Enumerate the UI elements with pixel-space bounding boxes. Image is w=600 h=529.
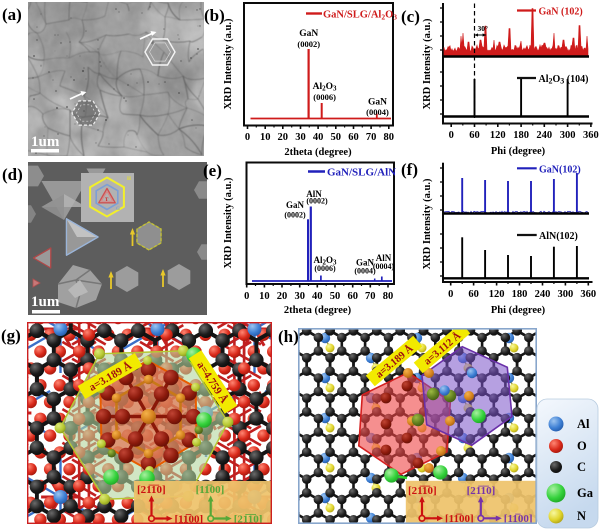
svg-text:Ga: Ga [577, 486, 594, 500]
svg-text:GaN/SLG/Al2O3: GaN/SLG/Al2O3 [323, 10, 397, 22]
svg-text:[11̅00]: [11̅00] [504, 513, 533, 524]
svg-text:XRD Intensity (a.u.): XRD Intensity (a.u.) [422, 178, 433, 270]
svg-text:GaN: GaN [286, 200, 305, 210]
svg-text:Al2O3 (104): Al2O3 (104) [539, 74, 589, 86]
svg-text:C: C [577, 460, 586, 474]
svg-text:180: 180 [512, 289, 528, 300]
svg-text:1um: 1um [31, 134, 60, 150]
svg-text:Al2O3: Al2O3 [313, 82, 337, 93]
svg-text:(0002): (0002) [306, 197, 328, 206]
svg-text:0: 0 [448, 289, 453, 300]
svg-text:0: 0 [244, 291, 249, 302]
svg-text:GaN: GaN [299, 29, 318, 39]
svg-text:[21̅1̅0]: [21̅1̅0] [137, 484, 166, 496]
svg-text:30: 30 [294, 291, 305, 302]
svg-text:(0002): (0002) [284, 211, 306, 220]
svg-text:20: 20 [278, 132, 289, 143]
svg-text:GaN: GaN [356, 258, 375, 268]
svg-text:50: 50 [331, 132, 342, 143]
svg-text:1um: 1um [31, 294, 60, 310]
svg-text:G: G [116, 207, 120, 212]
svg-text:Al: Al [577, 417, 590, 431]
svg-text:2theta (degree): 2theta (degree) [284, 305, 352, 316]
svg-text:Phi (degree): Phi (degree) [491, 305, 546, 316]
svg-text:60: 60 [348, 132, 359, 143]
svg-text:GaN (102): GaN (102) [539, 7, 583, 18]
svg-text:XRD Intensity (a.u.): XRD Intensity (a.u.) [223, 177, 234, 269]
svg-text:360: 360 [580, 289, 596, 300]
svg-text:GaN(102): GaN(102) [539, 164, 581, 175]
svg-text:[11̅00]: [11̅00] [196, 484, 225, 496]
svg-text:H: H [127, 177, 131, 182]
svg-text:120: 120 [489, 289, 505, 300]
svg-text:40: 40 [312, 291, 323, 302]
svg-text:300: 300 [558, 289, 574, 300]
svg-text:360: 360 [583, 130, 599, 141]
svg-text:0: 0 [449, 130, 454, 141]
svg-text:120: 120 [490, 130, 506, 141]
svg-text:N: N [577, 509, 586, 523]
svg-text:(0002): (0002) [297, 39, 320, 49]
svg-text:70: 70 [366, 132, 377, 143]
svg-text:Phi (degree): Phi (degree) [491, 146, 546, 157]
svg-text:30: 30 [295, 132, 306, 143]
svg-text:240: 240 [536, 130, 552, 141]
svg-text:AlN(102): AlN(102) [539, 231, 578, 242]
svg-text:O: O [577, 439, 587, 453]
svg-text:GaN/SLG/AlN: GaN/SLG/AlN [327, 167, 396, 179]
svg-text:AlN: AlN [306, 189, 322, 199]
svg-text:60: 60 [468, 289, 479, 300]
svg-text:80: 80 [383, 291, 394, 302]
svg-text:[11̅00]: [11̅00] [445, 513, 474, 524]
svg-text:70: 70 [365, 291, 376, 302]
svg-text:0: 0 [245, 132, 250, 143]
svg-text:(0004): (0004) [366, 107, 389, 117]
svg-text:(0006): (0006) [314, 264, 336, 273]
svg-text:XRD Intensity (a.u.): XRD Intensity (a.u.) [223, 18, 234, 110]
svg-text:Al2O3: Al2O3 [313, 255, 337, 267]
svg-text:(0006): (0006) [313, 92, 336, 102]
svg-text:60: 60 [469, 130, 480, 141]
svg-text:20: 20 [277, 291, 288, 302]
svg-text:240: 240 [535, 289, 551, 300]
svg-text:GaN: GaN [368, 98, 387, 108]
svg-text:40: 40 [313, 132, 324, 143]
svg-text:(0004): (0004) [354, 267, 376, 276]
svg-text:2theta (degree): 2theta (degree) [284, 147, 352, 158]
svg-text:AlN: AlN [376, 253, 392, 263]
svg-text:XRD Intensity (a.u.): XRD Intensity (a.u.) [422, 18, 433, 110]
svg-text:180: 180 [513, 130, 529, 141]
svg-text:80: 80 [384, 132, 395, 143]
svg-text:(0004): (0004) [373, 262, 395, 271]
svg-text:10: 10 [259, 291, 270, 302]
svg-text:[21̅1̅0]: [21̅1̅0] [467, 485, 496, 497]
svg-text:[21̅1̅0]: [21̅1̅0] [234, 513, 263, 524]
svg-text:T: T [105, 198, 109, 203]
svg-text:[21̅1̅0]: [21̅1̅0] [408, 485, 437, 497]
svg-text:60: 60 [347, 291, 358, 302]
svg-text:10: 10 [260, 132, 271, 143]
svg-text:300: 300 [560, 130, 576, 141]
svg-text:50: 50 [330, 291, 341, 302]
svg-text:30°: 30° [478, 24, 489, 33]
svg-text:[11̅00]: [11̅00] [175, 513, 204, 524]
